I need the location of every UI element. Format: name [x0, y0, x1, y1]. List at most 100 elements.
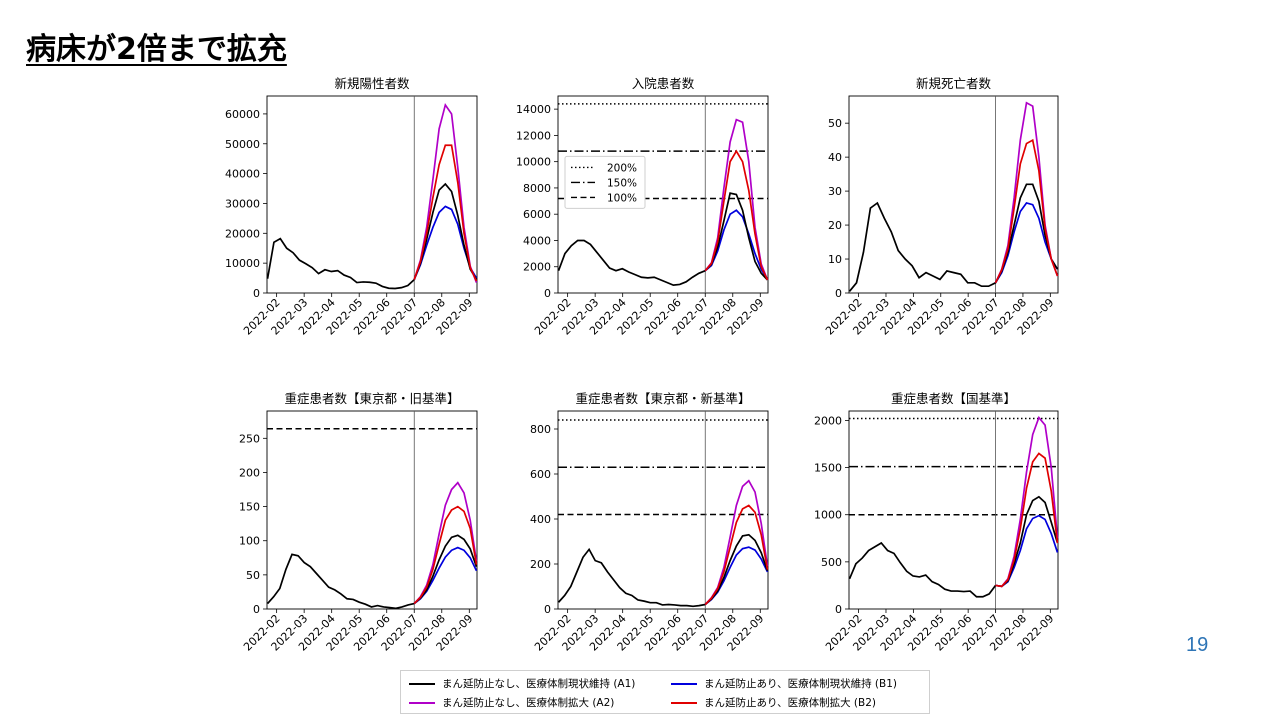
y-tick-label: 50000 [225, 138, 260, 151]
y-tick-label: 0 [835, 287, 842, 300]
y-tick-label: 20 [828, 219, 842, 232]
y-tick-label: 2000 [814, 414, 842, 427]
y-tick-label: 40000 [225, 168, 260, 181]
forecast-line-a1 [704, 533, 769, 606]
series-legend: まん延防止なし、医療体制現状維持 (A1) まん延防止あり、医療体制現状維持 (… [400, 670, 930, 714]
plot-frame [557, 410, 769, 610]
forecast-line-b2 [995, 452, 1059, 588]
y-tick-label: 600 [530, 468, 551, 481]
y-tick-label: 200 [239, 466, 260, 479]
forecast-line-a1 [704, 192, 769, 281]
forecast-line-a2 [995, 415, 1059, 588]
y-tick-label: 10000 [225, 257, 260, 270]
y-tick-label: 60000 [225, 108, 260, 121]
y-tick-label: 800 [530, 423, 551, 436]
forecast-line-b1 [704, 209, 769, 281]
y-tick-label: 1500 [814, 462, 842, 475]
forecast-line-a2 [994, 101, 1059, 284]
y-tick-label: 30 [828, 185, 842, 198]
y-tick-label: 20000 [225, 227, 260, 240]
forecast-line-b2 [704, 149, 769, 281]
forecast-line-b2 [413, 144, 478, 282]
chart-panel-2: 入院患者数02000400060008000100001200014000202… [516, 76, 769, 338]
plot-frame [848, 95, 1059, 294]
legend-item-b1: まん延防止あり、医療体制現状維持 (B1) [671, 676, 897, 691]
y-tick-label: 50 [828, 117, 842, 130]
y-tick-label: 0 [253, 603, 260, 616]
y-tick-label: 6000 [523, 208, 551, 221]
history-line [848, 541, 997, 598]
legend-label-b2: まん延防止あり、医療体制拡大 (B2) [704, 697, 876, 709]
y-tick-label: 2000 [523, 261, 551, 274]
legend-label-a2: まん延防止なし、医療体制拡大 (A2) [442, 697, 615, 709]
chart-panel-4: 重症患者数【東京都・旧基準】0501001502002502022-022022… [239, 391, 478, 654]
y-tick-label: 10 [828, 253, 842, 266]
y-tick-label: 0 [544, 603, 551, 616]
history-line [266, 237, 415, 290]
forecast-line-b1 [994, 202, 1059, 284]
y-tick-label: 400 [530, 513, 551, 526]
chart-panel-1: 新規陽性者数0100002000030000400005000060000202… [225, 76, 478, 338]
forecast-line-b2 [704, 504, 769, 606]
legend-swatch-a2 [409, 701, 435, 704]
forecast-line-b2 [413, 505, 478, 605]
threshold-legend: 200% 150% 100% [564, 155, 646, 209]
chart-title: 新規死亡者数 [916, 76, 992, 91]
plot-frame [848, 410, 1059, 610]
threshold-legend-box [564, 155, 646, 209]
chart-title: 重症患者数【東京都・新基準】 [575, 391, 750, 406]
chart-title: 重症患者数【東京都・旧基準】 [284, 391, 459, 406]
history-line [266, 553, 415, 610]
y-tick-label: 0 [253, 287, 260, 300]
y-tick-label: 0 [835, 603, 842, 616]
legend-swatch-a1 [409, 682, 435, 685]
y-tick-label: 200 [530, 558, 551, 571]
legend-swatch-b1 [671, 682, 697, 685]
forecast-line-a1 [994, 183, 1059, 284]
legend-swatch-b2 [671, 701, 697, 704]
forecast-line-a2 [704, 479, 769, 606]
history-line [557, 547, 706, 608]
y-tick-label: 40 [828, 151, 842, 164]
chart-panel-3: 新規死亡者数010203040502022-022022-032022-0420… [823, 76, 1059, 338]
y-tick-label: 150 [239, 501, 260, 514]
y-tick-label: 50 [246, 569, 260, 582]
history-line [557, 239, 706, 286]
y-tick-label: 30000 [225, 197, 260, 210]
threshold-legend-label: 100% [607, 192, 637, 204]
chart-title: 重症患者数【国基準】 [891, 391, 1016, 406]
chart-panel-6: 重症患者数【国基準】05001000150020002022-022022-03… [814, 391, 1059, 654]
y-tick-label: 1000 [814, 509, 842, 522]
forecast-line-a1 [413, 534, 478, 605]
y-tick-label: 500 [821, 556, 842, 569]
chart-title: 新規陽性者数 [334, 76, 410, 91]
y-tick-label: 100 [239, 535, 260, 548]
chart-panel-5: 重症患者数【東京都・新基準】02004006008002022-022022-0… [530, 391, 769, 654]
plot-frame [266, 95, 478, 294]
legend-item-b2: まん延防止あり、医療体制拡大 (B2) [671, 695, 876, 710]
y-tick-label: 12000 [516, 129, 551, 142]
slide-title: 病床が2倍まで拡充 [26, 32, 287, 67]
legend-item-a1: まん延防止なし、医療体制現状維持 (A1) [409, 676, 635, 691]
history-line [848, 201, 996, 292]
legend-item-a2: まん延防止なし、医療体制拡大 (A2) [409, 695, 614, 710]
forecast-line-a1 [413, 182, 478, 281]
y-tick-label: 250 [239, 432, 260, 445]
forecast-line-b2 [994, 138, 1059, 284]
legend-label-b1: まん延防止あり、医療体制現状維持 (B1) [704, 678, 897, 690]
threshold-legend-label: 200% [607, 162, 637, 174]
y-tick-label: 8000 [523, 182, 551, 195]
forecast-line-a1 [995, 495, 1059, 588]
y-tick-label: 4000 [523, 234, 551, 247]
chart-title: 入院患者数 [632, 76, 695, 91]
legend-label-a1: まん延防止なし、医療体制現状維持 (A1) [442, 678, 636, 690]
y-tick-label: 14000 [516, 103, 551, 116]
page-number: 19 [1186, 634, 1209, 656]
threshold-legend-label: 150% [607, 177, 637, 189]
y-tick-label: 0 [544, 287, 551, 300]
plot-frame [266, 410, 478, 610]
y-tick-label: 10000 [516, 156, 551, 169]
forecast-line-b1 [995, 514, 1059, 588]
plot-frame [557, 95, 769, 294]
